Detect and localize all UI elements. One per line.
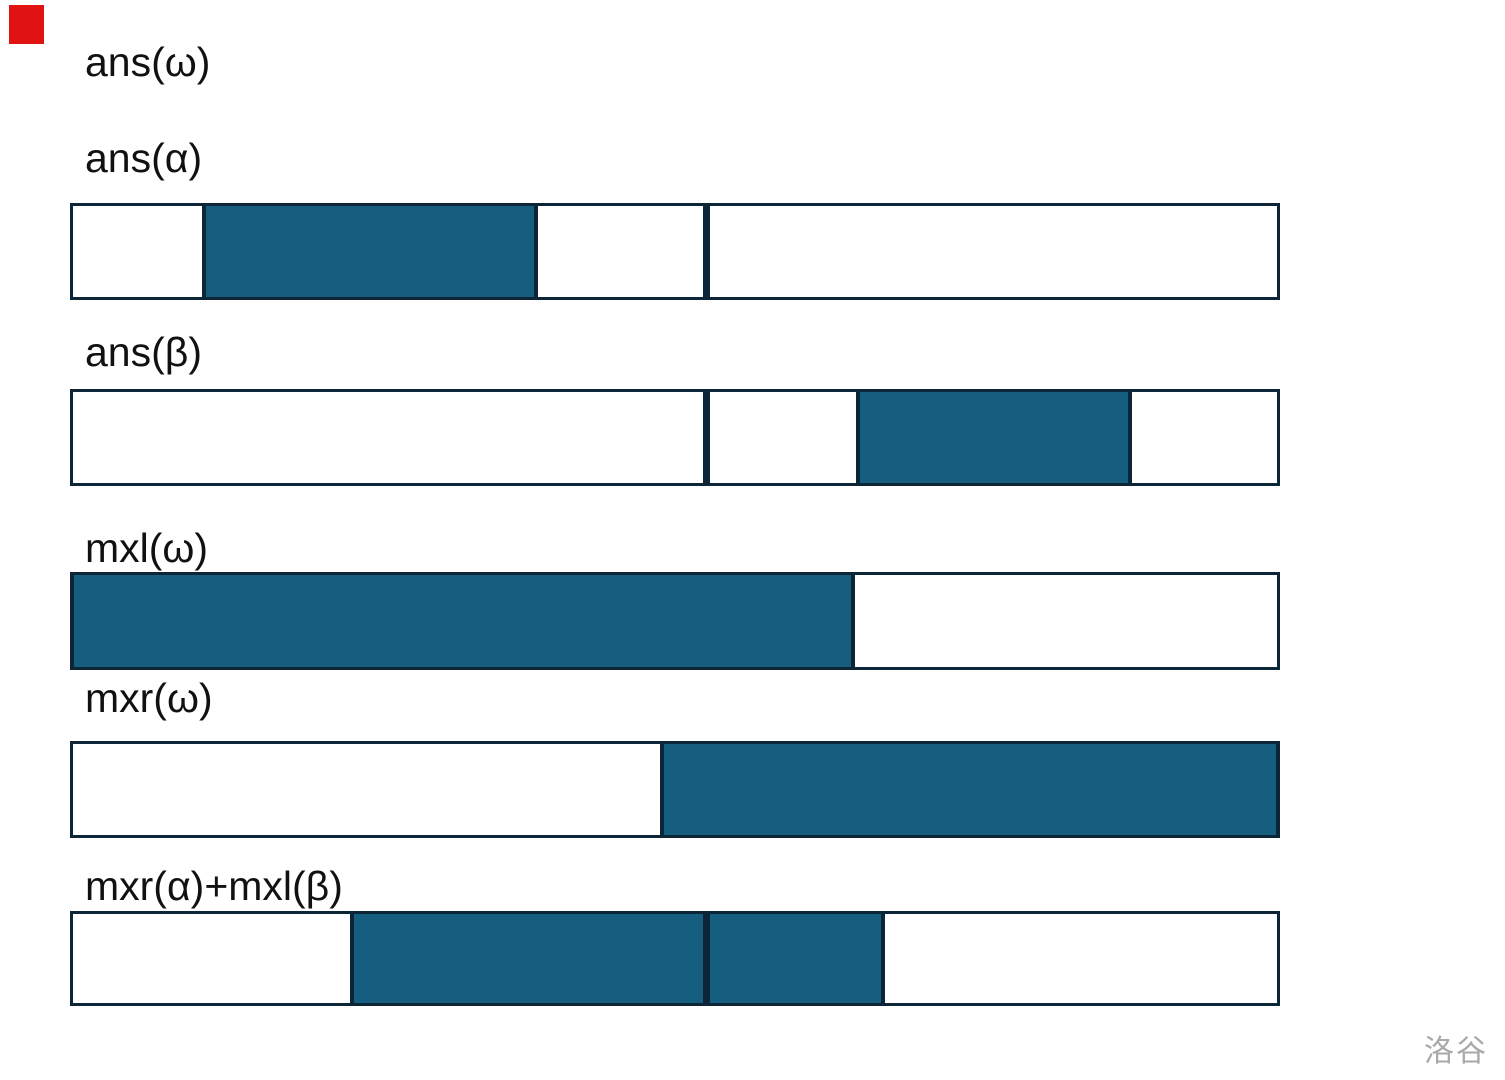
interval-bar-2 [70,389,1280,486]
luogu-watermark: 洛谷 [1424,1035,1488,1068]
filled-segment [856,392,1132,483]
row-label-1: ans(α) [85,135,203,181]
filled-segment [73,575,855,667]
interval-divider [702,914,710,1003]
filled-segment [350,914,885,1003]
interval-bar-3 [70,572,1280,670]
interval-bar-1 [70,203,1280,300]
interval-divider [702,392,710,483]
interval-bar-4 [70,741,1280,838]
row-label-2: ans(β) [85,329,202,375]
row-label-3: mxl(ω) [85,525,209,571]
filled-segment [660,744,1277,835]
row-label-5: mxr(α)+mxl(β) [85,863,343,909]
filled-segment [202,206,538,297]
row-label-0: ans(ω) [85,39,211,85]
red-square-marker [9,5,44,44]
interval-divider [702,206,710,297]
row-label-4: mxr(ω) [85,675,213,721]
interval-bar-5 [70,911,1280,1006]
